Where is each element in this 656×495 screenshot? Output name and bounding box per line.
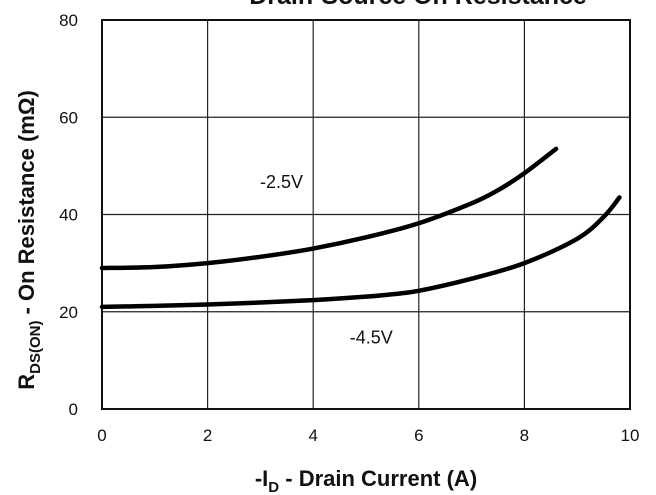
series-lines bbox=[99, 146, 622, 310]
y-tick-label: 0 bbox=[69, 400, 78, 419]
y-tick-label: 80 bbox=[59, 11, 78, 30]
y-axis-label: RDS(ON) - On Resistance (mΩ) bbox=[14, 90, 44, 390]
plot-frame bbox=[101, 19, 631, 410]
x-tick-labels: 0 2 4 6 8 10 bbox=[97, 426, 639, 445]
series-labels: -2.5V -4.5V bbox=[260, 172, 393, 348]
x-axis-label: -ID - Drain Current (A) bbox=[255, 466, 477, 495]
series-line-1 bbox=[99, 146, 559, 271]
series-label-1: -2.5V bbox=[260, 172, 303, 192]
x-tick-label: 2 bbox=[203, 426, 212, 445]
series-line-2 bbox=[99, 195, 622, 310]
y-tick-label: 40 bbox=[59, 206, 78, 225]
y-tick-labels: 0 20 40 60 80 bbox=[59, 11, 78, 419]
y-tick-label: 60 bbox=[59, 108, 78, 127]
series-label-2: -4.5V bbox=[350, 327, 393, 347]
x-tick-label: 0 bbox=[97, 426, 106, 445]
grid bbox=[101, 19, 631, 410]
x-tick-label: 8 bbox=[520, 426, 529, 445]
y-tick-label: 20 bbox=[59, 303, 78, 322]
x-tick-label: 4 bbox=[308, 426, 317, 445]
x-tick-label: 6 bbox=[414, 426, 423, 445]
x-tick-label: 10 bbox=[621, 426, 640, 445]
chart-title: Drain-Source On Resistance bbox=[249, 0, 587, 10]
